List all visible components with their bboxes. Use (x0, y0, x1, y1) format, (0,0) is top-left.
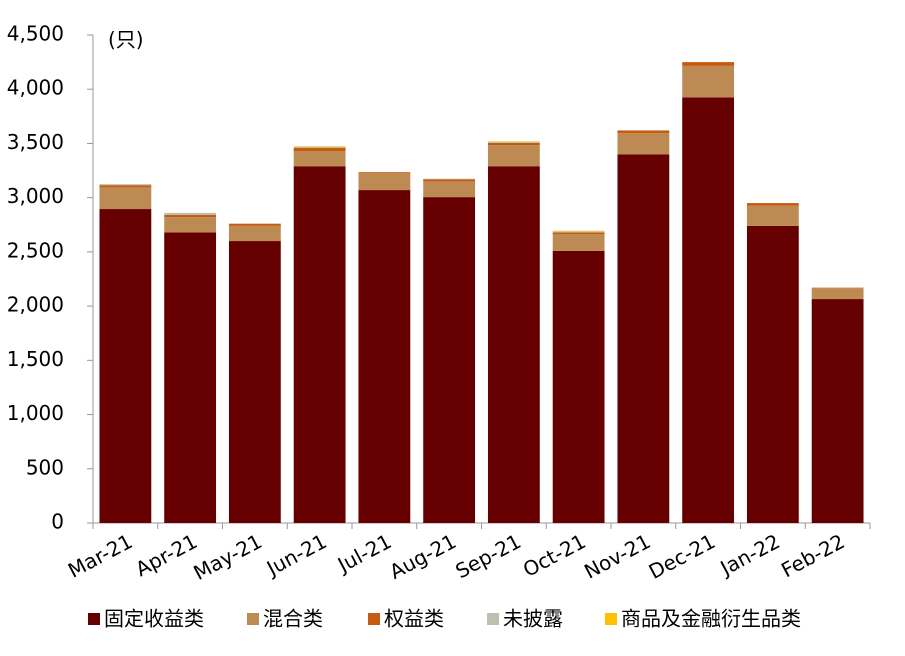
x-tick-label: Jun-21 (261, 529, 330, 581)
legend-swatch (88, 613, 100, 625)
x-tick-label: May-21 (189, 529, 265, 585)
legend-swatch (605, 613, 617, 625)
x-tick-label: Mar-21 (64, 529, 136, 583)
legend-label: 权益类 (384, 607, 444, 631)
bar-segment (552, 231, 605, 233)
bar-segment (164, 212, 217, 216)
bar-segment (617, 154, 670, 524)
bar-segment (811, 288, 864, 300)
bar-segment (487, 166, 540, 523)
x-tick-label: Dec-21 (645, 529, 719, 584)
legend-label: 固定收益类 (104, 607, 204, 631)
bar-segment (423, 178, 476, 180)
bar-segment (164, 217, 217, 233)
bar-segment (811, 299, 864, 523)
bar-segment (423, 181, 476, 198)
bar-segment (746, 203, 799, 206)
y-tick-label: 2,500 (7, 238, 64, 262)
legend-swatch (368, 613, 380, 625)
bar-segment (682, 65, 735, 98)
bar-segment (552, 250, 605, 523)
bar-segment (552, 230, 605, 232)
legend-label: 商品及金融衍生品类 (621, 607, 801, 631)
x-tick-label: Feb-22 (777, 529, 848, 582)
bar-segment (617, 130, 670, 134)
legend-label: 混合类 (263, 607, 323, 631)
bar-segment (99, 185, 152, 188)
bar-segment (487, 141, 540, 142)
legend-swatch (247, 613, 259, 625)
bar-segment (746, 225, 799, 523)
bar-segment (811, 287, 864, 289)
x-tick-label: Sep-21 (451, 529, 524, 583)
y-tick-label: 3,500 (7, 130, 64, 154)
y-tick-label: 4,500 (7, 22, 64, 46)
bar-segment (423, 197, 476, 523)
bar-segment (99, 209, 152, 523)
bar-segment (682, 62, 735, 66)
bar-segment (423, 179, 476, 182)
bar-segment (293, 151, 346, 167)
y-tick-label: 2,000 (7, 293, 64, 317)
x-tick-label: Oct-21 (519, 529, 590, 582)
bar-segment (99, 184, 152, 186)
y-tick-label: 3,000 (7, 184, 64, 208)
bar-segment (228, 241, 281, 524)
bar-segment (293, 147, 346, 152)
y-tick-label: 0 (51, 510, 64, 534)
bar-segment (746, 205, 799, 226)
bar-segment (293, 146, 346, 147)
y-tick-label: 4,000 (7, 76, 64, 100)
x-tick-label: Aug-21 (385, 529, 460, 584)
y-tick-label: 500 (26, 455, 64, 479)
bar-segment (228, 223, 281, 226)
bar-segment (617, 133, 670, 155)
bar-segment (293, 146, 346, 148)
bar-segment (682, 97, 735, 523)
bar-segment (552, 232, 605, 234)
legend-swatch (487, 613, 499, 625)
bar-segment (358, 190, 411, 523)
legend-label: 未披露 (503, 607, 563, 631)
bar-segment (358, 172, 411, 174)
bar-segment (487, 145, 540, 167)
bar-segment (358, 173, 411, 191)
x-tick-label: Jan-22 (715, 529, 784, 581)
x-tick-label: Apr-21 (132, 529, 202, 581)
x-tick-label: Jul-21 (332, 529, 395, 578)
bar-segment (164, 232, 217, 523)
y-tick-label: 1,500 (7, 347, 64, 371)
x-tick-label: Nov-21 (580, 529, 654, 584)
bar-segment (487, 141, 540, 143)
y-tick-label: 1,000 (7, 401, 64, 425)
bar-segment (228, 225, 281, 242)
unit-label: (只) (108, 28, 144, 52)
bar-segment (487, 142, 540, 146)
bar-segment (99, 187, 152, 210)
bar-segment (293, 166, 346, 523)
bar-segment (552, 233, 605, 251)
bar-segment (164, 215, 217, 218)
